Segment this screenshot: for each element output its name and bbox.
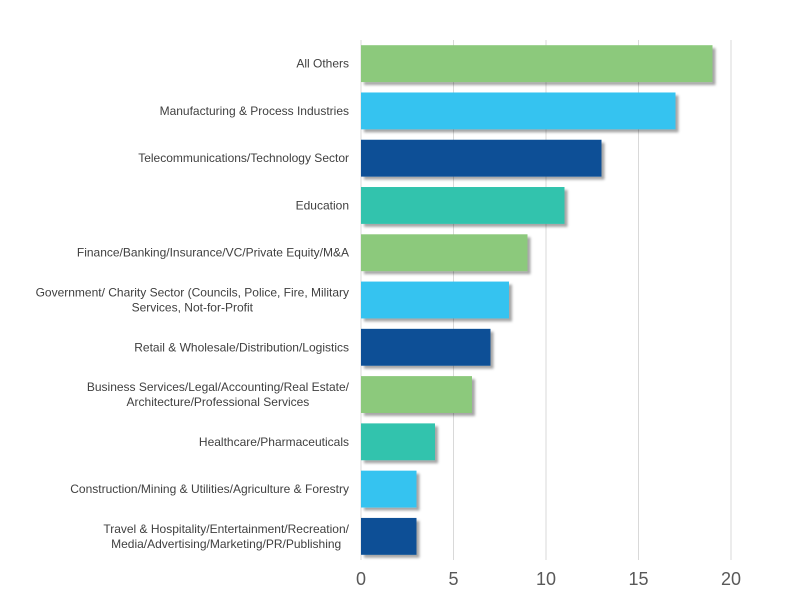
bar bbox=[361, 423, 435, 461]
bar bbox=[361, 45, 713, 83]
category-label-line: All Others bbox=[296, 57, 349, 71]
category-label-line: Travel & Hospitality/Entertainment/Recre… bbox=[103, 522, 349, 536]
category-labels: All Others Manufacturing & Process Indust… bbox=[36, 57, 350, 551]
category-label-line: Telecommunications/Technology Sector bbox=[138, 151, 349, 165]
category-label: Business Services/Legal/Accounting/Real … bbox=[87, 380, 350, 409]
bar bbox=[361, 139, 602, 177]
category-label-line: Retail & Wholesale/Distribution/Logistic… bbox=[134, 340, 349, 354]
category-label: Manufacturing & Process Industries bbox=[160, 104, 349, 118]
x-tick-label: 15 bbox=[628, 569, 648, 589]
bar bbox=[361, 281, 509, 319]
bar bbox=[361, 470, 417, 508]
bar bbox=[361, 328, 491, 366]
category-label: Retail & Wholesale/Distribution/Logistic… bbox=[134, 340, 349, 354]
x-tick-label: 0 bbox=[356, 569, 366, 589]
x-tick-label: 10 bbox=[536, 569, 556, 589]
category-label: All Others bbox=[296, 57, 349, 71]
category-label: Healthcare/Pharmaceuticals bbox=[199, 435, 349, 449]
category-label: Telecommunications/Technology Sector bbox=[138, 151, 349, 165]
category-label-line: Education bbox=[296, 198, 349, 212]
bars bbox=[361, 45, 713, 555]
category-label-line: Media/Advertising/Marketing/PR/Publishin… bbox=[111, 537, 341, 551]
category-label-line: Healthcare/Pharmaceuticals bbox=[199, 435, 349, 449]
category-label-line: Architecture/Professional Services bbox=[127, 395, 310, 409]
bar bbox=[361, 92, 676, 130]
category-label: Construction/Mining & Utilities/Agricult… bbox=[70, 482, 349, 496]
bar bbox=[361, 517, 417, 555]
bar bbox=[361, 234, 528, 272]
category-label-line: Services, Not-for-Profit bbox=[132, 301, 254, 315]
x-axis-tick-labels: 0 5 10 15 20 bbox=[356, 569, 741, 589]
category-label: Education bbox=[296, 198, 349, 212]
category-label-line: Government/ Charity Sector (Councils, Po… bbox=[36, 286, 349, 300]
category-label: Travel & Hospitality/Entertainment/Recre… bbox=[103, 522, 349, 551]
bar bbox=[361, 376, 472, 413]
category-label-line: Finance/Banking/Insurance/VC/Private Equ… bbox=[77, 246, 349, 260]
bar bbox=[361, 187, 565, 224]
x-tick-label: 5 bbox=[448, 569, 458, 589]
x-tick-label: 20 bbox=[721, 569, 741, 589]
category-label-line: Manufacturing & Process Industries bbox=[160, 104, 349, 118]
category-label-line: Construction/Mining & Utilities/Agricult… bbox=[70, 482, 349, 496]
category-label-line: Business Services/Legal/Accounting/Real … bbox=[87, 380, 350, 394]
category-label: Finance/Banking/Insurance/VC/Private Equ… bbox=[77, 246, 349, 260]
category-label: Government/ Charity Sector (Councils, Po… bbox=[36, 286, 349, 315]
